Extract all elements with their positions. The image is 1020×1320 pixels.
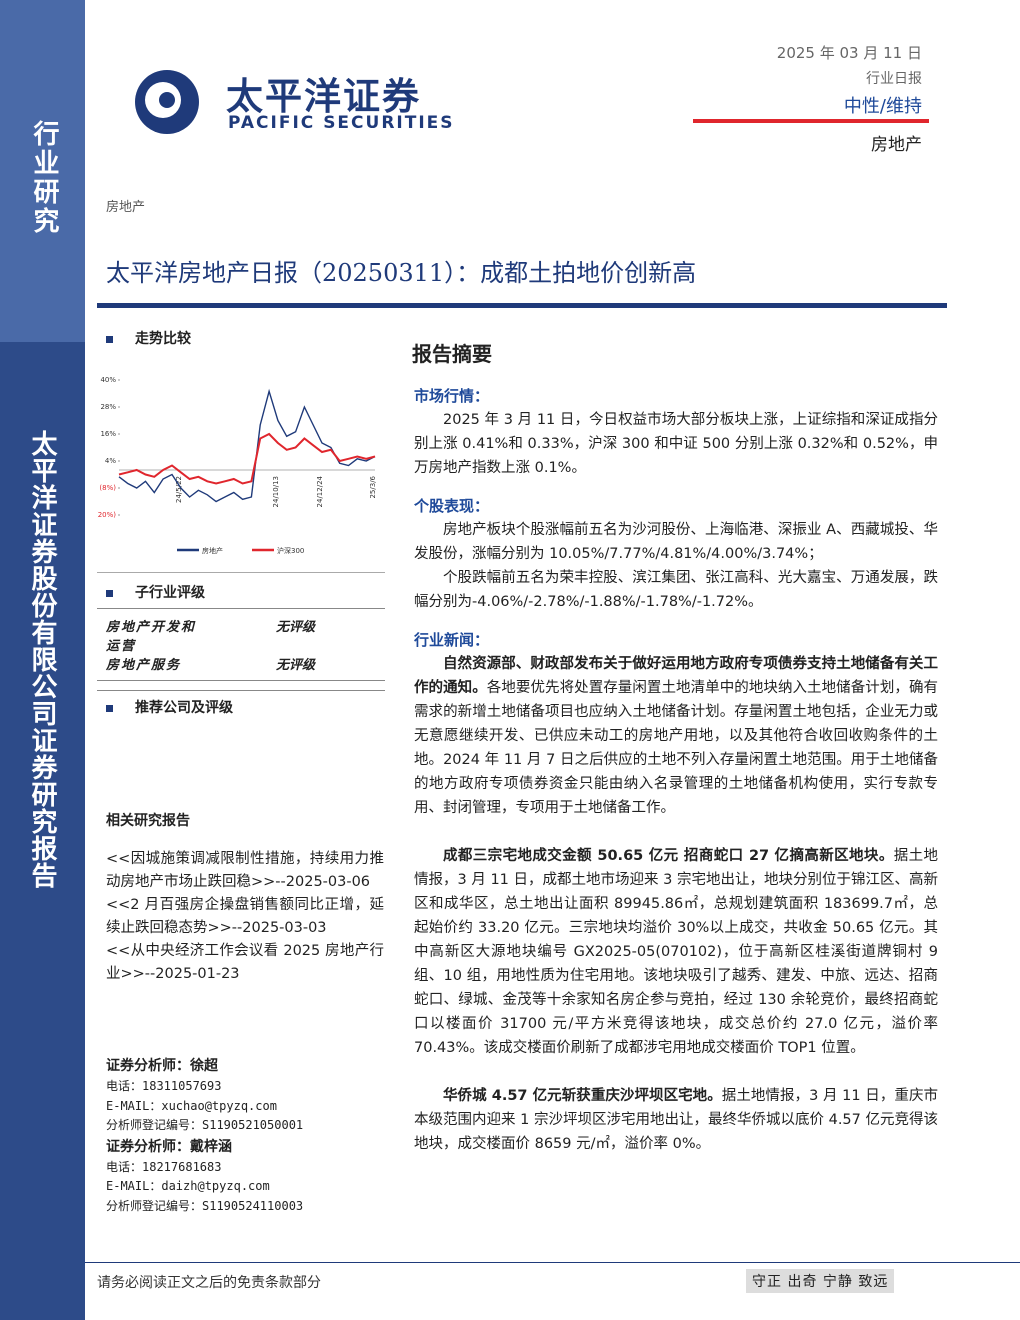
- red-rule: [693, 119, 929, 123]
- analysts: 证券分析师：徐超 电话：18311057693 E-MAIL：xuchao@tpyz…: [106, 1055, 386, 1216]
- disclaimer: 请务必阅读正文之后的免责条款部分: [97, 1275, 321, 1291]
- analyst-reg: 分析师登记编号：S1190524110003: [106, 1198, 304, 1213]
- legend-label: 沪深300: [277, 546, 304, 555]
- paragraph-text: 2025 年 3 月 11 日，今日权益市场大部分板块上涨，上证综指和深证成指分…: [414, 412, 938, 476]
- abstract-heading: 报告摘要: [412, 342, 492, 366]
- title: 太平洋房地产日报（20250311）：成都土拍地价创新高: [106, 259, 697, 287]
- analyst-name: 证券分析师：徐超: [106, 1058, 218, 1074]
- y-tick-label: 16%: [100, 430, 116, 438]
- sidebar-top: [0, 0, 85, 342]
- y-tick-label: 4%: [105, 457, 116, 465]
- sub-row: 房地产服务 无评级: [106, 656, 381, 675]
- analyst-reg: 分析师登记编号：S1190521050001: [106, 1118, 304, 1132]
- chart: 40% 28% 16% 4% (8%) (20%) 24/5/22 24/10/13 24/12…: [97, 376, 377, 555]
- legend-label: 房地产: [202, 546, 223, 555]
- rule: [97, 572, 385, 573]
- sub-row: 房地产开发和运营 无评级: [106, 618, 381, 656]
- analyst-email: E-MAIL：daizh@tpyzq.com: [106, 1179, 270, 1193]
- sub-rating: 无评级: [276, 658, 316, 673]
- text: 走势比较: [135, 331, 191, 347]
- sidebar-bottom: [0, 342, 85, 1320]
- logo-mark: [122, 32, 205, 154]
- rule: [97, 680, 385, 681]
- paragraph: 自然资源部、财政部发布关于做好运用地方政府专项债券支持土地储备有关工作的通知。各…: [414, 652, 938, 820]
- abstract: 市场行情： 2025 年 3 月 11 日，今日权益市场大部分板块上涨，上证综指和…: [414, 380, 938, 1156]
- sub-rating: 无评级: [276, 620, 316, 635]
- rule: [97, 690, 385, 691]
- paragraph: 成都三宗宅地成交金额 50.65 亿元 招商蛇口 27 亿摘高新区地块。据土地情…: [414, 844, 938, 1060]
- text: 子行业评级: [135, 585, 205, 601]
- text: 推荐公司及评级: [135, 700, 233, 716]
- logo-en: PACIFIC SECURITIES: [228, 113, 455, 133]
- section-title: 个股表现：: [414, 497, 490, 515]
- rule: [97, 608, 385, 609]
- paragraph-text: 据土地情报，3 月 11 日，重庆市本级范围内迎来 1 宗沙坪坝区涉宅用地出让，…: [414, 1088, 938, 1152]
- paragraph-text: 房地产板块个股涨幅前五名为沙河股份、上海临港、深振业 A、西藏城投、华发股份，涨…: [414, 522, 938, 562]
- date: 2025 年 03 月 11 日: [776, 44, 922, 62]
- paragraph-lead: 自然资源部、财政部发布关于做好运用地方政府专项债券支持土地储备有关工作的通知。: [414, 656, 938, 696]
- analyst-email: E-MAIL：xuchao@tpyzq.com: [106, 1098, 277, 1113]
- paragraph-text: 据土地情报，3 月 11 日，成都土地市场迎来 3 宗宅地出让，地块分别位于锦江…: [414, 848, 939, 1056]
- logo-cn: 太平洋证券: [226, 75, 421, 118]
- sub-table: 房地产开发和运营 无评级 房地产服务 无评级: [106, 618, 381, 675]
- title-rule: [97, 303, 947, 308]
- section-title: 市场行情：: [414, 387, 490, 405]
- analyst-phone: 电话：18217681683: [106, 1159, 222, 1174]
- sub-industry: 房地产服务: [106, 658, 182, 673]
- related-report: <<因城施策调减限制性措施，持续用力推动房地产市场止跌回稳>>--2025-03…: [106, 851, 384, 890]
- rating: 中性/维持: [843, 96, 922, 117]
- paragraph: 个股跌幅前五名为荣丰控股、滨江集团、张江高科、光大嘉宝、万通发展，跌幅分别为-4…: [414, 566, 938, 614]
- sidebar-bottom-text: 太平洋证券股份有限公司证券研究报告: [27, 430, 57, 889]
- paragraph: 房地产板块个股涨幅前五名为沙河股份、上海临港、深振业 A、西藏城投、华发股份，涨…: [414, 518, 938, 566]
- series-line: [118, 388, 376, 503]
- paragraph-text: 个股跌幅前五名为荣丰控股、滨江集团、张江高科、光大嘉宝、万通发展，跌幅分别为-4…: [414, 570, 938, 610]
- y-tick-label: 40%: [100, 376, 116, 384]
- x-tick-label: 24/12/24: [316, 475, 324, 507]
- x-tick-label: 24/5/22: [175, 476, 183, 503]
- y-tick-label: (20%): [97, 511, 116, 519]
- paragraph: 2025 年 3 月 11 日，今日权益市场大部分板块上涨，上证综指和深证成指分…: [414, 408, 938, 480]
- trend-heading: 走势比较: [106, 328, 191, 348]
- related-list: <<因城施策调减限制性措施，持续用力推动房地产市场止跌回稳>>--2025-03…: [106, 848, 384, 986]
- breadcrumb: 房地产: [106, 200, 146, 215]
- analyst-phone: 电话：18311057693: [106, 1079, 222, 1093]
- series-line: [118, 432, 376, 485]
- report-type: 行业日报: [866, 71, 922, 87]
- industry: 房地产: [871, 135, 922, 155]
- sidebar-top-text: 行业研究: [29, 120, 59, 236]
- footer-rule: [85, 1262, 1020, 1263]
- paragraph-lead: 华侨城 4.57 亿元斩获重庆沙坪坝区宅地。: [443, 1088, 722, 1104]
- related-report: <<从中央经济工作会议看 2025 房地产行业>>--2025-01-23: [106, 943, 384, 982]
- sub-industry: 房地产开发和运营: [106, 620, 197, 654]
- sub-heading: 子行业评级: [106, 582, 205, 602]
- x-tick-label: 24/10/13: [272, 476, 280, 507]
- related-report: <<2 月百强房企操盘销售额同比正增，延续止跌回稳态势>>--2025-03-0…: [106, 897, 384, 936]
- section-title: 行业新闻：: [414, 631, 490, 649]
- related-heading: 相关研究报告: [106, 813, 190, 829]
- y-tick-label: (8%): [99, 484, 116, 492]
- paragraph-text: 各地要优先将处置存量闲置土地清单中的地块纳入土地储备计划，确有需求的新增土地储备…: [414, 680, 939, 816]
- paragraph-lead: 成都三宗宅地成交金额 50.65 亿元 招商蛇口 27 亿摘高新区地块。: [443, 848, 894, 864]
- motto: 守正 出奇 宁静 致远: [746, 1269, 895, 1293]
- analyst-name: 证券分析师：戴梓涵: [106, 1138, 232, 1155]
- x-tick-label: 25/3/6: [369, 475, 377, 498]
- y-tick-label: 28%: [100, 403, 116, 411]
- rec-heading: 推荐公司及评级: [106, 697, 233, 717]
- paragraph: 华侨城 4.57 亿元斩获重庆沙坪坝区宅地。据土地情报，3 月 11 日，重庆市…: [414, 1084, 938, 1156]
